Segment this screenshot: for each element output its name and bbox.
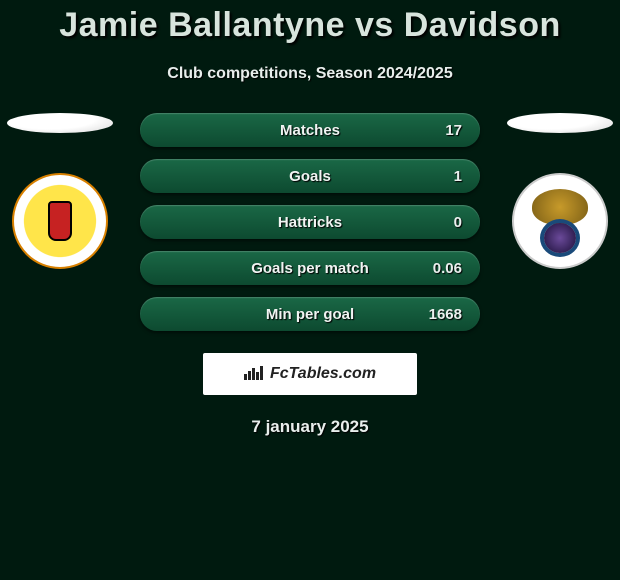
player-right-photo <box>507 113 613 133</box>
stat-label: Hattricks <box>208 214 412 231</box>
stat-right-value: 0 <box>412 214 462 231</box>
subtitle: Club competitions, Season 2024/2025 <box>0 65 620 83</box>
brand-text: FcTables.com <box>270 365 376 383</box>
club-left-crest <box>12 173 108 269</box>
stat-right-value: 1 <box>412 168 462 185</box>
brand-badge[interactable]: FcTables.com <box>203 353 417 395</box>
stat-bar: Goals per match0.06 <box>140 251 480 285</box>
club-right-crest <box>512 173 608 269</box>
stat-label: Goals <box>208 168 412 185</box>
stat-right-value: 1668 <box>412 306 462 323</box>
stat-label: Min per goal <box>208 306 412 323</box>
stat-label: Matches <box>208 122 412 139</box>
stat-bar: Goals1 <box>140 159 480 193</box>
chart-icon <box>244 364 264 385</box>
player-left-photo <box>7 113 113 133</box>
stat-bars: Matches17 Goals1 Hattricks0 Goals per match… <box>140 113 480 331</box>
player-left-column <box>0 113 120 269</box>
comparison-panel: Matches17 Goals1 Hattricks0 Goals per match… <box>0 113 620 331</box>
stat-right-value: 17 <box>412 122 462 139</box>
date-label: 7 january 2025 <box>0 417 620 437</box>
page-title: Jamie Ballantyne vs Davidson <box>0 6 620 45</box>
stat-bar: Min per goal1668 <box>140 297 480 331</box>
stat-label: Goals per match <box>208 260 412 277</box>
stat-bar: Hattricks0 <box>140 205 480 239</box>
stat-right-value: 0.06 <box>412 260 462 277</box>
stat-bar: Matches17 <box>140 113 480 147</box>
player-right-column <box>500 113 620 269</box>
